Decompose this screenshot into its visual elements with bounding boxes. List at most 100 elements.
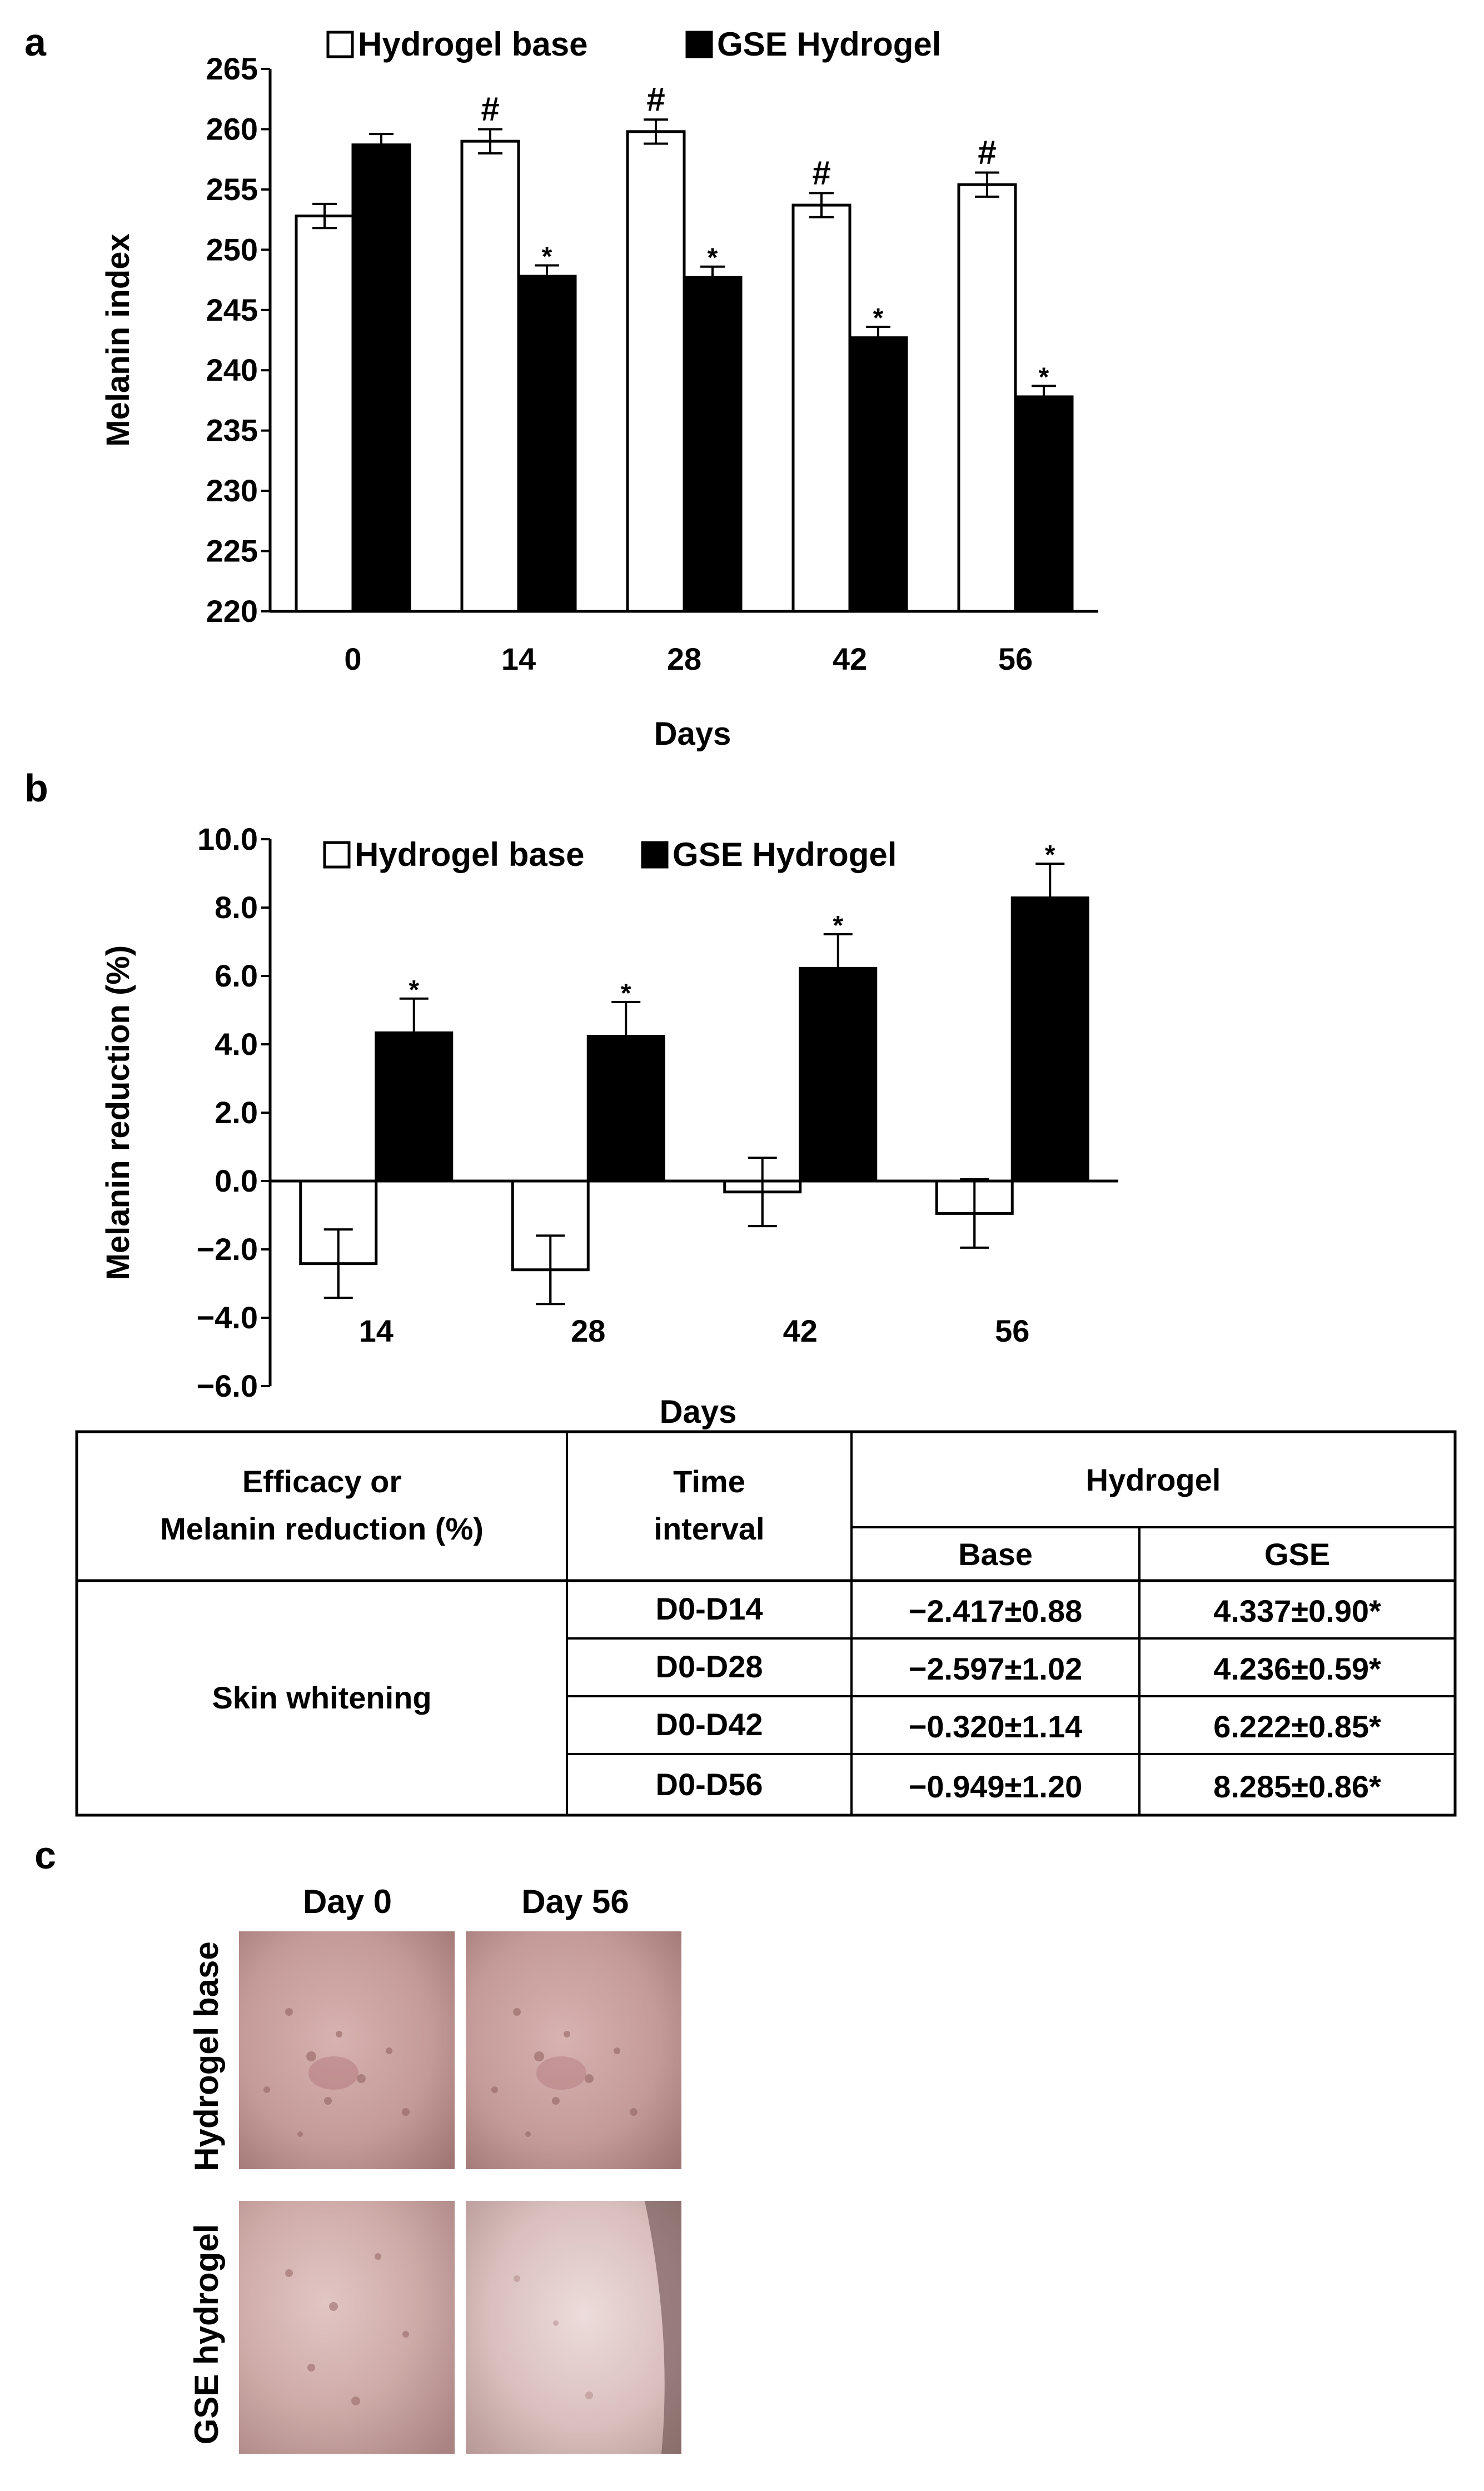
legend-swatch-gse-hydrogel [685,31,713,58]
bar-gse-hydrogel [586,1034,665,1183]
photo-gse-day0 [239,2201,455,2454]
y-tick-label: 245 [206,292,258,327]
y-axis-title: Melanin index [100,233,136,447]
table-header-group: Hydrogel [1086,1462,1221,1497]
bar-gse-hydrogel [848,336,908,613]
x-tick-label: 42 [783,1313,818,1348]
results-table: Efficacy or Melanin reduction (%) Time i… [75,1430,1457,1817]
annotation-star: * [873,303,884,333]
table-header-col2-line2: interval [654,1511,764,1546]
photo-base-day56 [466,1931,681,2169]
table-cell-gse: 4.236±0.59* [1213,1651,1381,1686]
bar-hydrogel-base [295,215,355,613]
table-header-gse: GSE [1264,1537,1330,1572]
annotation-hash: # [978,134,996,171]
photo-row-label-base: Hydrogel base [188,1941,225,2171]
y-tick-label: −4.0 [196,1300,258,1335]
annotation-star: * [833,911,843,940]
x-tick-label: 14 [359,1313,394,1348]
table-border [75,1430,1457,1817]
y-tick-label: 220 [206,594,258,629]
bar-hydrogel-base [460,140,520,613]
y-tick-label: 250 [206,232,258,267]
x-axis-title: Days [654,716,731,752]
x-tick-label: 28 [667,641,701,676]
bar-gse-hydrogel [1014,395,1074,613]
y-tick-label: 4.0 [215,1027,258,1062]
annotation-star: * [542,242,552,272]
bar-hydrogel-base [626,130,686,613]
annotation-star: * [409,975,419,1005]
x-tick-label: 14 [501,641,536,676]
y-tick-label: 265 [206,51,258,86]
table-header-col1-line2: Melanin reduction (%) [160,1511,484,1546]
y-tick-label: 235 [206,413,258,448]
annotation-hash: # [481,90,499,127]
table-header-col2-line1: Time [673,1464,745,1499]
panel-letter-b: b [24,766,48,810]
x-tick-label: 56 [998,641,1033,676]
table-header-base: Base [958,1537,1033,1572]
photo-row-label-gse: GSE hydrogel [188,2224,225,2445]
y-tick-label: −2.0 [196,1232,258,1267]
legend-label-hydrogel-base: Hydrogel base [358,26,587,63]
photo-base-day0 [239,1931,455,2169]
annotation-hash: # [812,154,830,191]
legend-label-gse-hydrogel: GSE Hydrogel [717,26,941,63]
x-tick-label: 0 [344,641,361,676]
bar-gse-hydrogel [683,276,743,613]
table-cell-interval: D0-D14 [656,1591,763,1626]
y-tick-label: 2.0 [215,1095,258,1130]
table-rows: D0-D14 −2.417±0.88 4.337±0.90* D0-D28 −2.597… [656,1591,1382,1804]
x-tick-label: 56 [995,1313,1029,1348]
annotation-star: * [1045,840,1055,870]
chart-b: −6.0 −4.0 −2.0 0.0 2.0 4.0 6.0 8.0 10.0 * 14 * 28 * 42… [100,821,1118,1430]
x-axis-title: Days [660,1394,737,1430]
y-tick-label: 6.0 [215,958,258,993]
legend-swatch-hydrogel-base [326,31,354,58]
legend-label-gse-hydrogel: GSE Hydrogel [673,836,897,873]
table-cell-interval: D0-D28 [656,1649,763,1684]
legend-swatch-gse-hydrogel [641,841,669,869]
annotation-hash: # [646,81,665,118]
photo-col-label-day0: Day 0 [303,1883,392,1920]
annotation-star: * [1039,362,1049,392]
bar-hydrogel-base [957,183,1017,613]
photo-col-label-day56: Day 56 [521,1883,629,1920]
annotation-star: * [621,979,631,1008]
y-tick-label: 8.0 [215,890,258,925]
bar-gse-hydrogel [375,1031,454,1183]
legend-swatch-hydrogel-base [323,841,351,869]
x-tick-label: 28 [571,1313,605,1348]
y-tick-label: 0.0 [215,1163,258,1198]
panel-letter-a: a [24,21,47,64]
bar-gse-hydrogel [517,275,577,613]
y-axis-title: Melanin reduction (%) [100,945,136,1281]
bar-hydrogel-base [791,203,851,613]
table-row-label: Skin whitening [212,1680,431,1715]
y-tick-label: 230 [206,473,258,508]
table-header-col1-line1: Efficacy or [242,1464,401,1499]
y-tick-label: 10.0 [197,821,258,856]
table-cell-base: −0.320±1.14 [909,1709,1083,1744]
table-cell-interval: D0-D42 [656,1707,763,1742]
bar-gse-hydrogel [351,143,411,613]
table-cell-base: −2.597±1.02 [909,1651,1083,1686]
table-cell-base: −0.949±1.20 [909,1769,1083,1804]
annotation-star: * [708,243,718,273]
y-tick-label: 225 [206,534,258,569]
table-cell-gse: 6.222±0.85* [1213,1709,1381,1744]
panel-letter-c: c [34,1834,56,1877]
chart-a: 220 225 230 235 240 245 250 255 260 265 0 # * 14 # * 28 #… [100,26,1098,752]
y-tick-label: 240 [206,352,258,387]
y-tick-label: 260 [206,111,258,146]
y-tick-label: 255 [206,172,258,207]
x-tick-label: 42 [833,641,867,676]
photo-gse-day56 [466,2201,681,2454]
table-cell-base: −2.417±0.88 [909,1593,1083,1628]
y-tick-label: −6.0 [196,1368,258,1403]
legend-label-hydrogel-base: Hydrogel base [355,836,584,873]
table-cell-gse: 8.285±0.86* [1213,1769,1381,1804]
table-cell-interval: D0-D56 [656,1767,763,1802]
